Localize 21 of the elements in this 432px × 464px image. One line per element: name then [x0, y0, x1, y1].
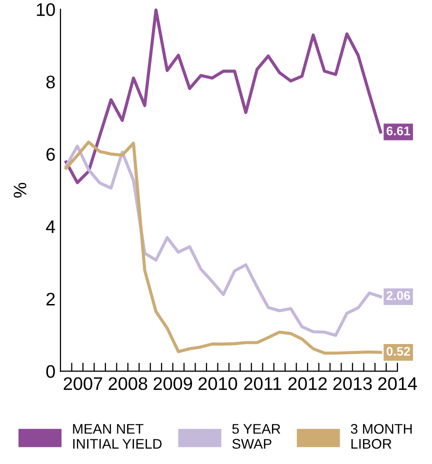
y-tick-label: 2 [46, 292, 55, 306]
x-tick-label: 2008 [108, 377, 148, 390]
y-tick-label: 4 [46, 220, 56, 233]
data-label: 6.61 [386, 126, 410, 136]
y-tick-label: 8 [46, 76, 55, 88]
x-tick-label: 2010 [198, 377, 238, 390]
x-tick-label: 2013 [333, 377, 372, 390]
legend-label: 5 YEAR SWAP [232, 424, 280, 449]
x-tick-label: 2011 [244, 377, 282, 390]
y-tick-label: 6 [46, 148, 55, 161]
legend-label: MEAN NET INITIAL YIELD [73, 424, 162, 449]
x-tick-label: 2007 [64, 377, 102, 390]
data-label: 2.06 [386, 291, 410, 300]
y-tick-label: 0 [46, 365, 55, 378]
x-tick-label: 2009 [154, 377, 192, 390]
data-label: 0.52 [386, 346, 410, 356]
x-tick-label: 2014 [378, 377, 417, 390]
legend-label: 3 MONTH LIBOR [350, 424, 412, 449]
y-axis-title: % [14, 182, 26, 198]
x-tick-label: 2012 [288, 377, 327, 390]
y-tick-label: 10 [36, 3, 55, 16]
